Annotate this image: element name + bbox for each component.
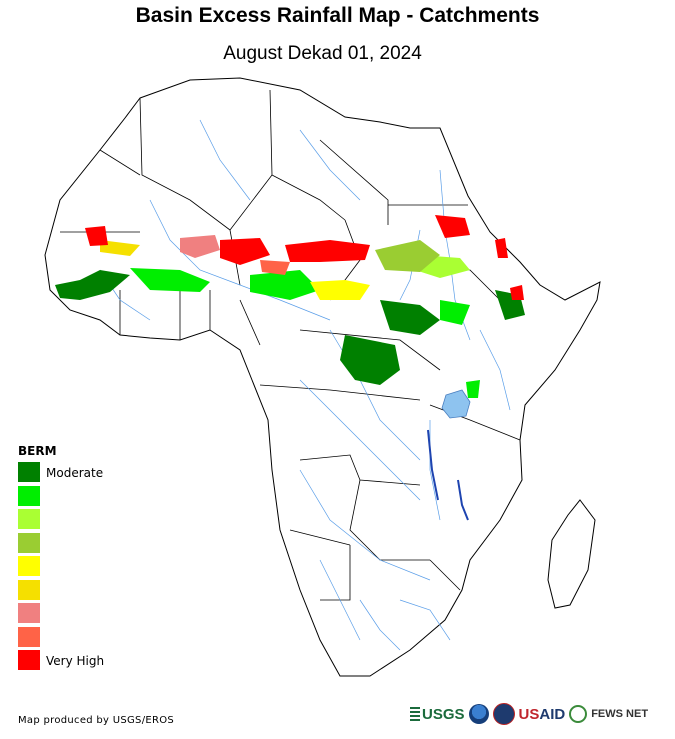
berm-bright-green-1 — [130, 268, 210, 292]
legend-swatch — [18, 532, 40, 553]
lake-victoria — [441, 389, 471, 419]
excess-rainfall-areas — [55, 215, 525, 398]
lake-tanganyika — [427, 429, 439, 501]
berm-moderate-guinea — [55, 270, 130, 300]
berm-very-high-3 — [85, 226, 108, 246]
berm-moderate-chad-cam — [380, 300, 440, 335]
berm-olive-green — [375, 240, 440, 272]
berm-bright-green-3 — [466, 380, 480, 398]
legend-swatch — [18, 462, 40, 482]
lake-malawi — [457, 479, 469, 521]
legend-swatch — [18, 509, 40, 529]
berm-bright-green-4 — [440, 300, 470, 325]
berm-pink — [180, 235, 220, 258]
berm-moderate-nigeria — [340, 335, 400, 385]
usaid-logo: USAID — [518, 705, 566, 723]
fews-net-icon — [569, 705, 588, 723]
legend-label: Very High — [46, 654, 105, 668]
map-title: Basin Excess Rainfall Map - Catchments — [135, 4, 540, 27]
legend-swatch — [18, 603, 40, 623]
usaid-seal-icon — [492, 703, 515, 725]
legend-swatch — [18, 556, 40, 576]
legend-swatch — [18, 650, 40, 670]
berm-very-high-4 — [435, 215, 470, 238]
map-credit: Map produced by USGS/EROS — [18, 715, 175, 726]
madagascar-outline — [547, 499, 596, 609]
noaa-logo — [468, 704, 489, 724]
legend-swatch — [18, 579, 40, 600]
berm-very-high-1 — [220, 238, 270, 265]
legend-label: Moderate — [46, 466, 104, 480]
partner-logos: USGS USAID FEWS NET — [410, 700, 648, 728]
fews-net-logo: FEWS NET — [591, 708, 649, 720]
legend-swatch — [18, 626, 40, 647]
legend-title: BERM — [18, 444, 57, 458]
berm-bright-green-2 — [250, 270, 320, 300]
berm-tomato — [260, 260, 290, 275]
berm-yellow — [310, 280, 370, 300]
berm-very-high-2 — [285, 240, 370, 262]
berm-very-high-5 — [495, 238, 508, 258]
map-subtitle: August Dekad 01, 2024 — [223, 43, 422, 64]
berm-gold — [100, 240, 140, 256]
legend-swatch — [18, 485, 40, 506]
usgs-logo: USGS — [410, 706, 465, 723]
berm-very-high-6 — [510, 285, 524, 300]
